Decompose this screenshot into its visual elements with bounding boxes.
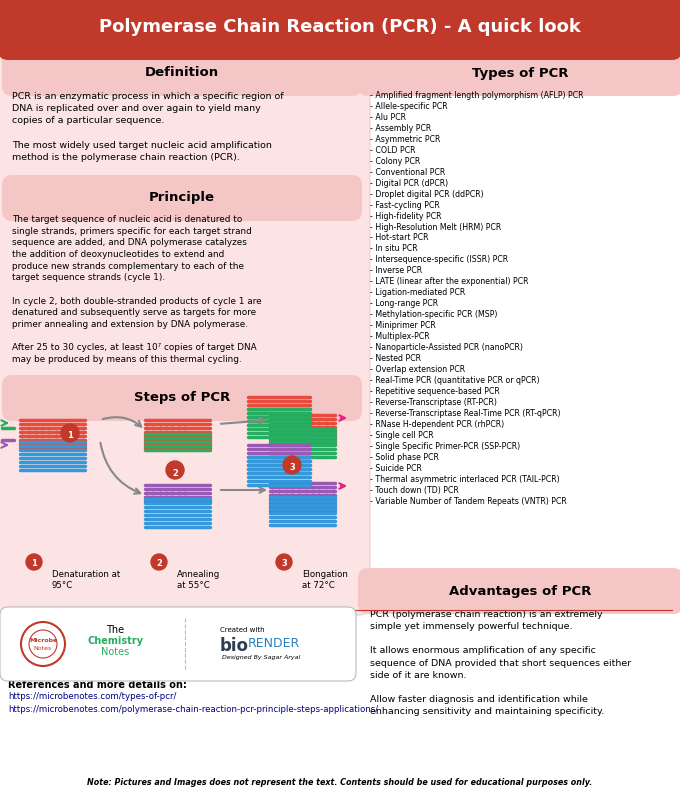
Text: 3: 3 xyxy=(289,464,295,472)
Text: 2: 2 xyxy=(172,468,178,478)
Text: Designed By Sagar Aryal: Designed By Sagar Aryal xyxy=(222,655,301,660)
Text: https://microbenotes.com/types-of-pcr/
https://microbenotes.com/polymerase-chain: https://microbenotes.com/types-of-pcr/ h… xyxy=(8,692,378,714)
Text: Elongation
at 72°C: Elongation at 72°C xyxy=(302,570,348,590)
Circle shape xyxy=(61,424,79,442)
Text: bio: bio xyxy=(220,637,249,655)
Circle shape xyxy=(151,554,167,570)
FancyBboxPatch shape xyxy=(358,50,680,96)
FancyBboxPatch shape xyxy=(2,375,362,421)
Text: Steps of PCR: Steps of PCR xyxy=(134,391,230,405)
FancyBboxPatch shape xyxy=(2,175,362,221)
Text: 2: 2 xyxy=(156,560,162,568)
Text: Chemistry: Chemistry xyxy=(87,636,143,646)
Text: Polymerase Chain Reaction (PCR) - A quick look: Polymerase Chain Reaction (PCR) - A quic… xyxy=(99,18,581,36)
Text: The: The xyxy=(106,625,124,635)
Text: The target sequence of nucleic acid is denatured to
single strands, primers spec: The target sequence of nucleic acid is d… xyxy=(12,215,262,364)
Text: Notes: Notes xyxy=(101,647,129,657)
FancyBboxPatch shape xyxy=(0,607,356,681)
Text: Note: Pictures and Images does not represent the text. Contents should be used f: Note: Pictures and Images does not repre… xyxy=(87,778,593,787)
Text: - Amplified fragment length polymorphism (AFLP) PCR
- Allele-specific PCR
- Alu : - Amplified fragment length polymorphism… xyxy=(370,91,583,505)
FancyBboxPatch shape xyxy=(2,50,362,96)
FancyBboxPatch shape xyxy=(0,45,370,615)
Text: RENDER: RENDER xyxy=(248,637,301,650)
Text: Principle: Principle xyxy=(149,191,215,205)
Circle shape xyxy=(283,456,301,474)
Text: Advantages of PCR: Advantages of PCR xyxy=(449,585,591,597)
Text: PCR is an enzymatic process in which a specific region of
DNA is replicated over: PCR is an enzymatic process in which a s… xyxy=(12,92,284,162)
Text: Notes: Notes xyxy=(34,645,52,651)
Text: 3: 3 xyxy=(281,560,287,568)
Text: Microbe: Microbe xyxy=(29,637,57,642)
Circle shape xyxy=(21,622,65,666)
Text: 1: 1 xyxy=(31,560,37,568)
Circle shape xyxy=(166,461,184,479)
Text: Annealing
at 55°C: Annealing at 55°C xyxy=(177,570,220,590)
Text: Denaturation at
95°C: Denaturation at 95°C xyxy=(52,570,120,590)
Text: Definition: Definition xyxy=(145,66,219,79)
Text: References and more details on:: References and more details on: xyxy=(8,680,187,690)
FancyBboxPatch shape xyxy=(0,0,680,60)
Circle shape xyxy=(26,554,42,570)
FancyBboxPatch shape xyxy=(358,568,680,614)
Text: Created with: Created with xyxy=(220,627,265,633)
Text: PCR (polymerase chain reaction) is an extremely
simple yet immensely powerful te: PCR (polymerase chain reaction) is an ex… xyxy=(370,610,631,716)
Text: Types of PCR: Types of PCR xyxy=(472,66,568,79)
Circle shape xyxy=(276,554,292,570)
Text: 1: 1 xyxy=(67,431,73,441)
